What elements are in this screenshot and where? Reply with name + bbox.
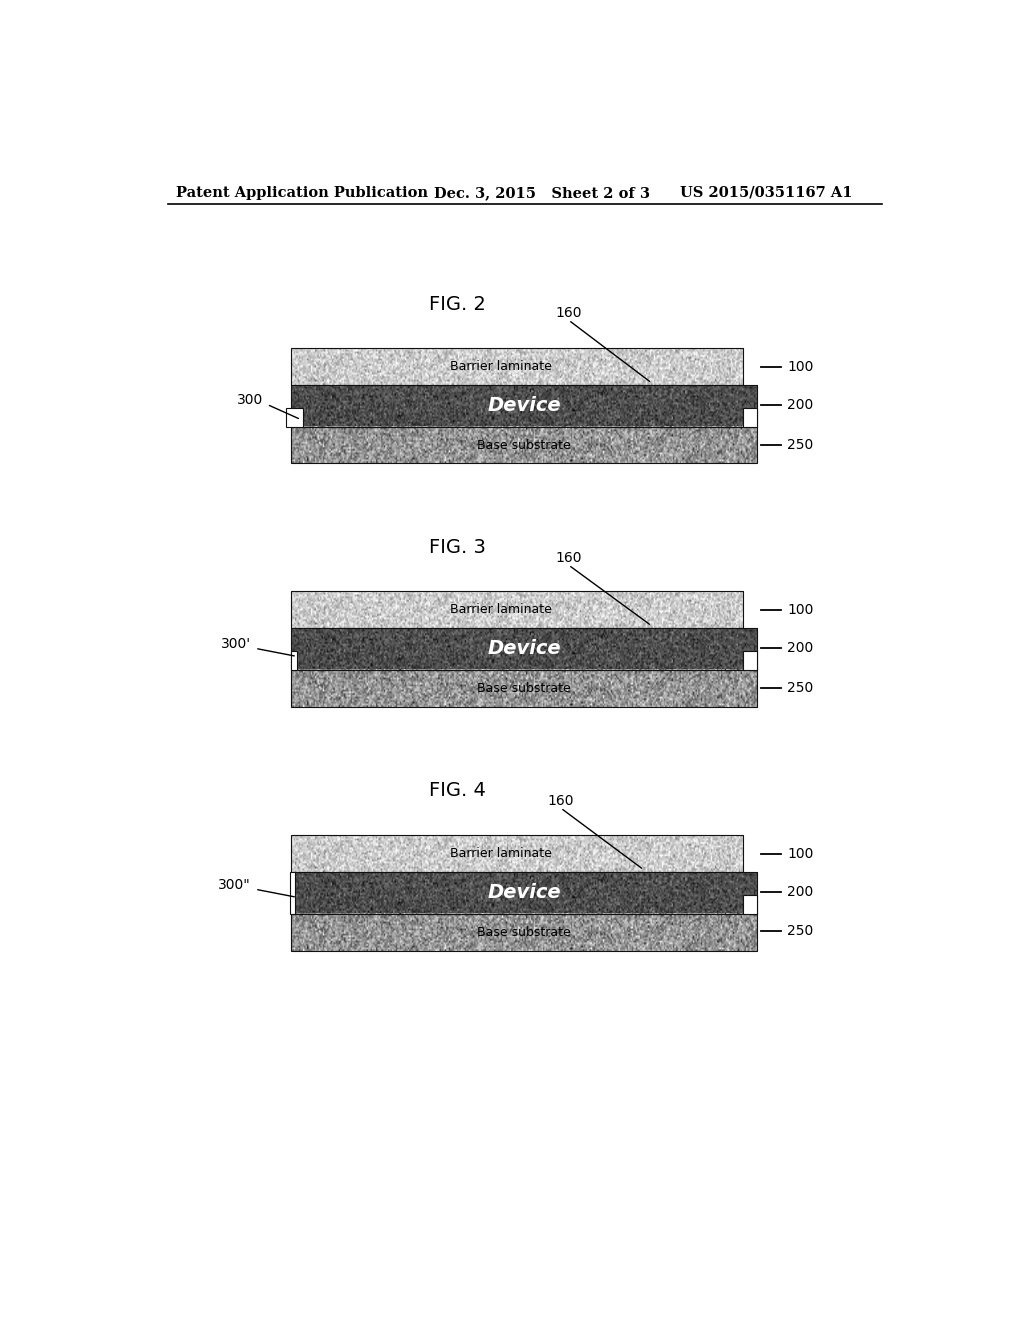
Text: 160: 160 <box>555 550 582 565</box>
Text: Base substrate: Base substrate <box>477 682 571 694</box>
Text: Device: Device <box>487 396 561 416</box>
Bar <box>291 628 758 669</box>
Text: 100: 100 <box>787 846 814 861</box>
Bar <box>291 651 297 669</box>
Text: 100: 100 <box>787 360 814 374</box>
Bar <box>290 873 295 913</box>
Bar <box>291 873 758 913</box>
Text: Base substrate: Base substrate <box>477 438 571 451</box>
Text: US 2015/0351167 A1: US 2015/0351167 A1 <box>680 186 852 199</box>
Text: 250: 250 <box>787 438 814 451</box>
Text: 200: 200 <box>787 886 814 899</box>
Text: Device: Device <box>487 639 561 659</box>
Text: 100: 100 <box>787 603 814 616</box>
Bar <box>743 408 758 426</box>
Text: FIG. 4: FIG. 4 <box>429 781 485 800</box>
Bar <box>286 408 303 426</box>
Bar <box>291 385 758 426</box>
Text: Barrier laminate: Barrier laminate <box>451 360 552 374</box>
Bar <box>291 913 758 952</box>
Bar <box>743 895 758 913</box>
Bar <box>291 426 758 463</box>
Text: Device: Device <box>487 883 561 903</box>
Text: FIG. 3: FIG. 3 <box>429 539 485 557</box>
Text: Patent Application Publication: Patent Application Publication <box>176 186 428 199</box>
Text: 300": 300" <box>218 878 251 892</box>
Text: 160: 160 <box>547 793 573 808</box>
Bar <box>291 348 743 385</box>
Text: Barrier laminate: Barrier laminate <box>451 603 552 616</box>
Bar <box>291 836 743 873</box>
Text: Dec. 3, 2015   Sheet 2 of 3: Dec. 3, 2015 Sheet 2 of 3 <box>433 186 649 199</box>
Bar <box>743 651 758 669</box>
Text: 300': 300' <box>221 638 251 651</box>
Text: 250: 250 <box>787 681 814 694</box>
Text: Base substrate: Base substrate <box>477 925 571 939</box>
Text: 250: 250 <box>787 924 814 939</box>
Text: 200: 200 <box>787 642 814 655</box>
Bar <box>291 669 758 708</box>
Text: 300: 300 <box>237 393 263 408</box>
Text: FIG. 2: FIG. 2 <box>429 296 485 314</box>
Text: Barrier laminate: Barrier laminate <box>451 847 552 861</box>
Text: 200: 200 <box>787 399 814 412</box>
Bar <box>291 591 743 628</box>
Text: 160: 160 <box>555 306 582 319</box>
